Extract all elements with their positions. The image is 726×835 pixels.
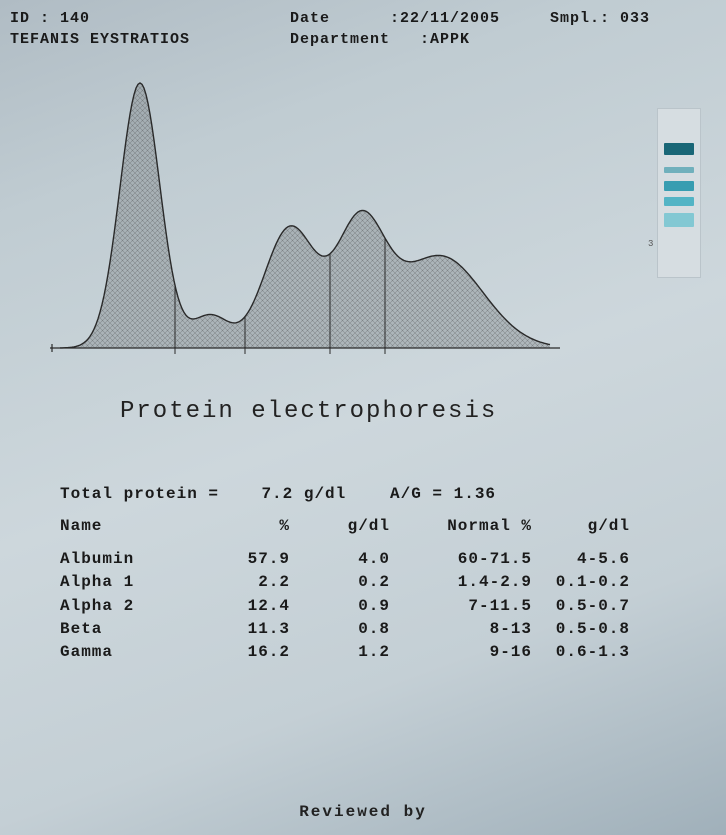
dept-label: Department [290, 31, 390, 48]
total-protein-label: Total protein = [60, 485, 219, 503]
date-label: Date [290, 10, 330, 27]
table-header: Name % g/dl Normal % g/dl [60, 515, 676, 538]
results-block: Total protein = 7.2 g/dl A/G = 1.36 Name… [60, 485, 676, 664]
col-ngdl: g/dl [540, 515, 630, 538]
dept-value: :APPK [420, 31, 470, 48]
curve-fill [60, 83, 550, 348]
cell-npct: 60-71.5 [410, 548, 540, 571]
cell-gdl: 0.9 [310, 595, 410, 618]
cell-name: Albumin [60, 548, 200, 571]
smpl-value: 033 [620, 10, 650, 27]
col-npct: Normal % [410, 515, 540, 538]
chart-zone: 3 [30, 68, 696, 378]
smpl-label: Smpl.: [550, 10, 610, 27]
cell-npct: 8-13 [410, 618, 540, 641]
electrophoresis-chart [30, 68, 570, 368]
report-paper: ID : 140 Date :22/11/2005 Smpl.: 033 TEF… [0, 0, 726, 835]
cell-ngdl: 0.5-0.8 [540, 618, 630, 641]
gel-band [664, 181, 694, 191]
ag-label: A/G = [390, 485, 443, 503]
col-name: Name [60, 515, 200, 538]
results-table: Name % g/dl Normal % g/dl Albumin57.94.0… [60, 515, 676, 664]
cell-pct: 57.9 [200, 548, 310, 571]
cell-pct: 16.2 [200, 641, 310, 664]
cell-gdl: 4.0 [310, 548, 410, 571]
cell-ngdl: 0.1-0.2 [540, 571, 630, 594]
cell-gdl: 0.8 [310, 618, 410, 641]
cell-pct: 11.3 [200, 618, 310, 641]
gel-band [664, 197, 694, 206]
gel-strip: 3 [657, 108, 701, 278]
id-value: 140 [60, 10, 90, 27]
cell-name: Beta [60, 618, 200, 641]
col-gdl: g/dl [310, 515, 410, 538]
date-field: Date :22/11/2005 [290, 10, 550, 27]
table-row: Alpha 12.20.21.4-2.90.1-0.2 [60, 571, 676, 594]
cell-npct: 1.4-2.9 [410, 571, 540, 594]
cell-pct: 2.2 [200, 571, 310, 594]
smpl-field: Smpl.: 033 [550, 10, 706, 27]
total-protein-value: 7.2 g/dl [261, 485, 346, 503]
chart-title: Protein electrophoresis [120, 398, 726, 425]
cell-ngdl: 0.6-1.3 [540, 641, 630, 664]
patient-name: TEFANIS EYSTRATIOS [10, 31, 290, 48]
table-row: Beta11.30.88-130.5-0.8 [60, 618, 676, 641]
report-header: ID : 140 Date :22/11/2005 Smpl.: 033 TEF… [0, 0, 726, 58]
gel-band [664, 213, 694, 227]
cell-npct: 9-16 [410, 641, 540, 664]
cell-pct: 12.4 [200, 595, 310, 618]
table-row: Gamma16.21.29-160.6-1.3 [60, 641, 676, 664]
id-field: ID : 140 [10, 10, 290, 27]
cell-name: Gamma [60, 641, 200, 664]
gel-band [664, 167, 694, 173]
gel-strip-label: 3 [648, 239, 653, 249]
cell-npct: 7-11.5 [410, 595, 540, 618]
ag-value: 1.36 [454, 485, 496, 503]
cell-name: Alpha 2 [60, 595, 200, 618]
dept-field: Department :APPK [290, 31, 550, 48]
cell-ngdl: 4-5.6 [540, 548, 630, 571]
gel-band [664, 143, 694, 155]
footer-reviewed-by: Reviewed by [0, 803, 726, 821]
date-value: :22/11/2005 [390, 10, 500, 27]
cell-gdl: 1.2 [310, 641, 410, 664]
cell-ngdl: 0.5-0.7 [540, 595, 630, 618]
cell-name: Alpha 1 [60, 571, 200, 594]
table-row: Alpha 212.40.97-11.50.5-0.7 [60, 595, 676, 618]
col-pct: % [200, 515, 310, 538]
cell-gdl: 0.2 [310, 571, 410, 594]
table-row: Albumin57.94.060-71.54-5.6 [60, 548, 676, 571]
id-label: ID : [10, 10, 50, 27]
